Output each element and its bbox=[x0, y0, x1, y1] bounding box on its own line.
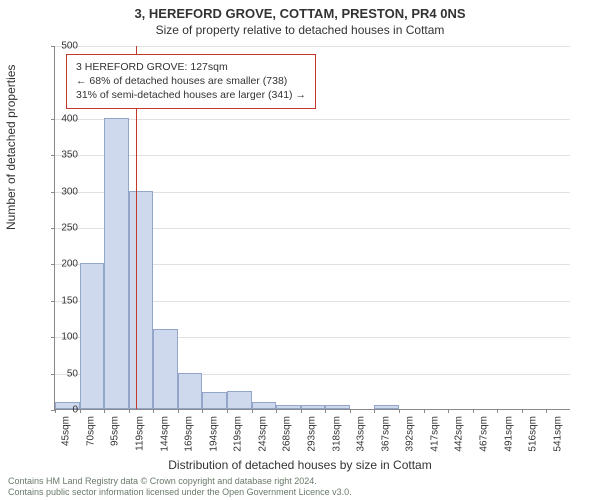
xtick-label: 219sqm bbox=[233, 416, 244, 452]
xtick-label: 243sqm bbox=[257, 416, 268, 452]
annotation-line-1: 3 HEREFORD GROVE: 127sqm bbox=[76, 60, 306, 74]
histogram-bar bbox=[276, 405, 301, 409]
xtick-label: 95sqm bbox=[110, 416, 121, 446]
annotation-box: 3 HEREFORD GROVE: 127sqm ← 68% of detach… bbox=[66, 54, 316, 109]
xtick-mark bbox=[153, 409, 154, 413]
xtick-mark bbox=[546, 409, 547, 413]
gridline bbox=[55, 155, 570, 156]
xtick-label: 144sqm bbox=[159, 416, 170, 452]
xtick-mark bbox=[252, 409, 253, 413]
annotation-line-2: ← 68% of detached houses are smaller (73… bbox=[76, 74, 306, 88]
ytick-label: 400 bbox=[50, 113, 78, 124]
histogram-bar bbox=[325, 405, 350, 409]
histogram-bar bbox=[202, 392, 227, 409]
xtick-label: 45sqm bbox=[61, 416, 72, 446]
xtick-label: 467sqm bbox=[479, 416, 490, 452]
histogram-bar bbox=[178, 373, 203, 409]
ytick-label: 350 bbox=[50, 150, 78, 161]
ytick-label: 100 bbox=[50, 332, 78, 343]
ytick-label: 300 bbox=[50, 186, 78, 197]
xtick-mark bbox=[227, 409, 228, 413]
xtick-label: 541sqm bbox=[552, 416, 563, 452]
xtick-label: 293sqm bbox=[307, 416, 318, 452]
xtick-mark bbox=[497, 409, 498, 413]
xtick-label: 194sqm bbox=[208, 416, 219, 452]
chart-title-main: 3, HEREFORD GROVE, COTTAM, PRESTON, PR4 … bbox=[0, 6, 600, 21]
ytick-label: 250 bbox=[50, 223, 78, 234]
xtick-label: 392sqm bbox=[405, 416, 416, 452]
histogram-bar bbox=[129, 191, 154, 409]
y-axis-label: Number of detached properties bbox=[4, 65, 18, 230]
xtick-label: 343sqm bbox=[356, 416, 367, 452]
xtick-mark bbox=[374, 409, 375, 413]
chart-title-block: 3, HEREFORD GROVE, COTTAM, PRESTON, PR4 … bbox=[0, 0, 600, 37]
gridline bbox=[55, 46, 570, 47]
xtick-label: 169sqm bbox=[184, 416, 195, 452]
xtick-mark bbox=[104, 409, 105, 413]
histogram-bar bbox=[374, 405, 399, 409]
attribution-line-2: Contains public sector information licen… bbox=[8, 487, 592, 498]
xtick-mark bbox=[202, 409, 203, 413]
xtick-label: 119sqm bbox=[135, 416, 146, 451]
xtick-mark bbox=[350, 409, 351, 413]
xtick-label: 70sqm bbox=[85, 416, 96, 446]
chart-title-sub: Size of property relative to detached ho… bbox=[0, 23, 600, 37]
xtick-label: 442sqm bbox=[454, 416, 465, 452]
attribution-line-1: Contains HM Land Registry data © Crown c… bbox=[8, 476, 592, 487]
histogram-bar bbox=[153, 329, 178, 409]
histogram-bar bbox=[252, 402, 277, 409]
xtick-label: 318sqm bbox=[331, 416, 342, 452]
xtick-label: 491sqm bbox=[503, 416, 514, 452]
xtick-mark bbox=[448, 409, 449, 413]
xtick-label: 268sqm bbox=[282, 416, 293, 452]
xtick-mark bbox=[80, 409, 81, 413]
xtick-mark bbox=[276, 409, 277, 413]
xtick-mark bbox=[399, 409, 400, 413]
xtick-label: 516sqm bbox=[528, 416, 539, 452]
histogram-bar bbox=[104, 118, 129, 409]
ytick-label: 200 bbox=[50, 259, 78, 270]
ytick-label: 500 bbox=[50, 41, 78, 52]
xtick-mark bbox=[424, 409, 425, 413]
histogram-bar bbox=[80, 263, 105, 409]
xtick-mark bbox=[129, 409, 130, 413]
xtick-mark bbox=[473, 409, 474, 413]
histogram-bar bbox=[301, 405, 326, 409]
x-axis-label: Distribution of detached houses by size … bbox=[0, 458, 600, 472]
annotation-line-3: 31% of semi-detached houses are larger (… bbox=[76, 88, 306, 102]
ytick-label: 150 bbox=[50, 295, 78, 306]
xtick-mark bbox=[325, 409, 326, 413]
histogram-bar bbox=[227, 391, 252, 409]
attribution-block: Contains HM Land Registry data © Crown c… bbox=[8, 476, 592, 498]
xtick-mark bbox=[301, 409, 302, 413]
xtick-label: 367sqm bbox=[380, 416, 391, 452]
gridline bbox=[55, 119, 570, 120]
xtick-label: 417sqm bbox=[429, 416, 440, 452]
xtick-mark bbox=[178, 409, 179, 413]
ytick-label: 0 bbox=[50, 405, 78, 416]
xtick-mark bbox=[522, 409, 523, 413]
ytick-label: 50 bbox=[50, 368, 78, 379]
